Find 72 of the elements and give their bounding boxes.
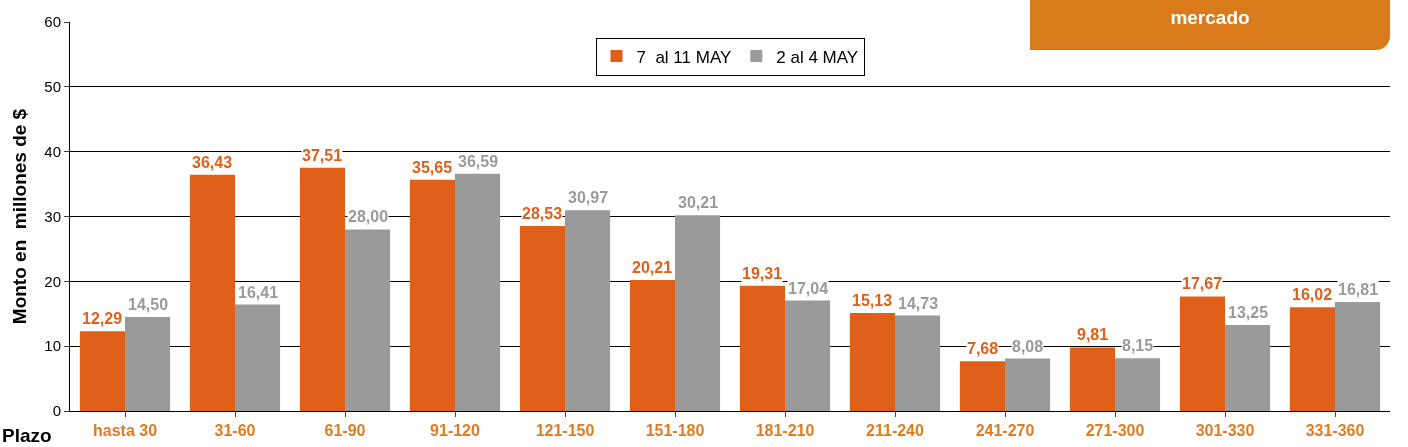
x-axis-title: Plazo [2,425,52,446]
x-tick-label: 271-300 [1085,422,1145,440]
bar [785,300,831,411]
bar [1289,307,1335,411]
x-tick-label: 61-90 [324,422,366,440]
data-label: 36,43 [192,154,233,171]
bar [1005,358,1051,411]
y-tick-label: 20 [44,272,61,290]
data-label: 36,59 [458,153,499,170]
x-tick-label: 181-210 [755,422,815,440]
bar [849,312,895,411]
data-label: 13,25 [1228,304,1269,321]
data-label: 37,51 [302,147,343,164]
bar [189,174,235,411]
bar [235,304,281,411]
bar [565,210,611,411]
data-label: 15,13 [852,292,893,309]
bar [629,279,675,411]
data-label: 17,04 [788,280,829,297]
y-tick-label: 10 [44,337,61,355]
legend-label: 7 al 11 MAY [636,47,732,67]
x-tick-label: hasta 30 [92,422,158,440]
data-label: 8,08 [1012,338,1044,355]
data-label: 35,65 [412,159,453,176]
x-tick-label: 301-330 [1195,422,1255,440]
data-label: 8,15 [1122,337,1154,354]
y-tick-label: 40 [44,142,61,160]
data-label: 19,31 [742,265,783,282]
x-tick-label: 241-270 [975,422,1035,440]
bar [895,315,941,411]
x-tick-label: 211-240 [866,422,925,440]
data-label: 28,53 [522,205,563,222]
x-tick-label: 331-360 [1305,422,1365,440]
data-label: 30,21 [678,194,719,211]
data-label: 9,81 [1077,326,1109,343]
data-label: 16,02 [1292,286,1333,303]
legend-label: 2 al 4 MAY [776,47,859,67]
x-tick-label: 31-60 [214,422,256,440]
bar [1069,347,1115,411]
data-label: 28,00 [348,208,389,225]
y-tick-label: 0 [52,402,61,420]
bar [1115,358,1161,411]
bar [409,179,455,411]
bar [1335,302,1381,411]
data-label: 7,68 [967,340,999,357]
bar [1225,325,1271,411]
data-label: 20,21 [632,259,673,276]
data-label: 14,50 [128,296,169,313]
bar [79,331,125,411]
y-axis-title: Monto en millones de $ [9,108,31,325]
bar [675,215,721,411]
data-label: 12,29 [82,310,123,327]
y-tick-label: 50 [44,78,61,96]
data-label: 17,67 [1182,275,1223,292]
data-label: 16,81 [1338,281,1379,298]
x-tick-label: 151-180 [645,422,705,440]
y-tick-label: 60 [44,13,61,31]
y-tick-label: 30 [44,207,61,225]
bar [345,229,391,411]
data-label: 16,41 [238,284,279,301]
bar [1179,296,1225,411]
bar [125,316,171,411]
data-label: 30,97 [568,189,609,206]
x-tick-label: 121-150 [535,422,595,440]
bar [455,173,501,411]
title-banner: mercado [1030,0,1390,50]
x-tick-label: 91-120 [430,422,481,440]
bar [959,361,1005,411]
data-label: 14,73 [898,295,939,312]
bar [299,167,345,411]
bar [519,226,565,411]
bar [739,285,785,411]
